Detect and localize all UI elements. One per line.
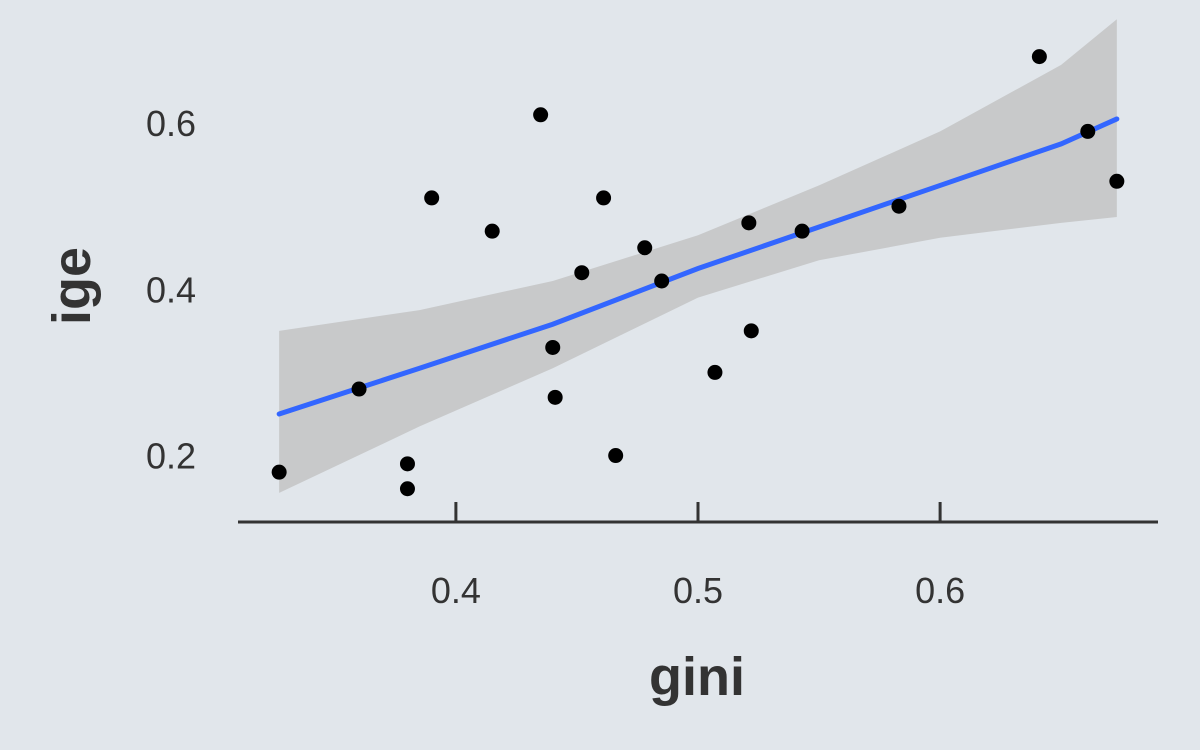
y-axis-title: ige — [42, 247, 102, 325]
data-point — [545, 339, 561, 355]
points-layer — [271, 49, 1125, 497]
data-point — [547, 389, 563, 405]
data-point — [654, 273, 670, 289]
data-point — [596, 190, 612, 206]
data-point — [351, 381, 367, 397]
data-point — [794, 223, 810, 239]
data-point — [399, 456, 415, 472]
y-tick-label: 0.2 — [146, 436, 196, 477]
data-point — [424, 190, 440, 206]
data-point — [707, 364, 723, 380]
y-axis-tick-labels: 0.2 0.4 0.6 — [146, 103, 196, 476]
data-point — [271, 464, 287, 480]
regression-line — [276, 116, 1120, 417]
data-point — [1080, 123, 1096, 139]
x-tick-label: 0.4 — [431, 570, 481, 611]
data-point — [399, 481, 415, 497]
data-point — [1109, 173, 1125, 189]
fit-line-layer — [276, 116, 1120, 417]
data-point — [743, 323, 759, 339]
x-tick-label: 0.5 — [673, 570, 723, 611]
y-tick-label: 0.6 — [146, 103, 196, 144]
data-point — [533, 107, 549, 123]
confidence-band — [279, 19, 1117, 493]
data-point — [891, 198, 907, 214]
data-point — [574, 265, 590, 281]
data-point — [637, 240, 653, 256]
y-tick-label: 0.4 — [146, 269, 196, 310]
x-tick-label: 0.6 — [915, 570, 965, 611]
confidence-band-layer — [279, 19, 1117, 493]
data-point — [608, 448, 624, 464]
x-axis: 0.4 0.5 0.6 — [238, 502, 1158, 611]
data-point — [484, 223, 500, 239]
data-point — [741, 215, 757, 231]
data-point — [1031, 49, 1047, 65]
x-axis-title: gini — [649, 647, 745, 707]
